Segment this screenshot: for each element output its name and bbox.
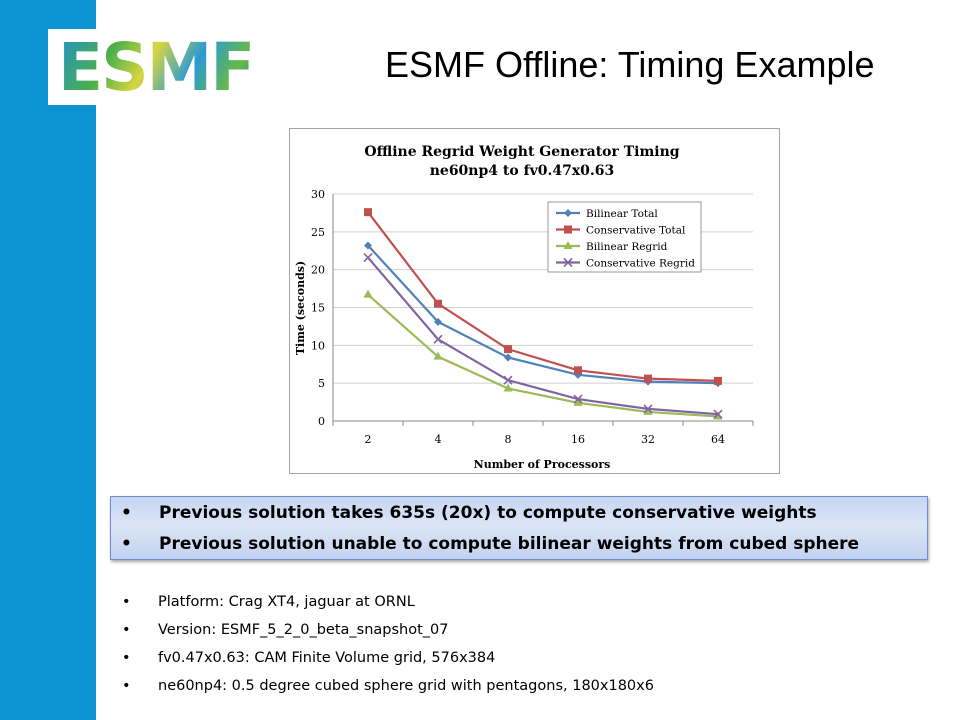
data-point xyxy=(364,241,372,250)
series-line xyxy=(367,293,719,418)
data-point xyxy=(573,397,583,406)
callout-item-text: Previous solution unable to compute bili… xyxy=(159,534,860,554)
logo-wordmark: ESMF xyxy=(58,29,255,106)
y-tick-label: 20 xyxy=(311,264,325,277)
data-point xyxy=(574,366,582,375)
list-item: • Platform: Crag XT4, jaguar at ORNL xyxy=(110,592,910,620)
data-point xyxy=(434,317,442,326)
list-item: • Version: ESMF_5_2_0_beta_snapshot_07 xyxy=(110,620,910,648)
data-point xyxy=(573,394,583,404)
x-tick-label: 64 xyxy=(711,433,725,446)
data-point xyxy=(643,404,653,414)
list-item-text: Version: ESMF_5_2_0_beta_snapshot_07 xyxy=(158,622,449,638)
data-point xyxy=(503,375,513,385)
data-point xyxy=(563,241,573,249)
data-point xyxy=(363,289,373,298)
data-point xyxy=(434,299,442,308)
x-axis-label: Number of Processors xyxy=(474,458,611,471)
legend-label: Conservative Regrid xyxy=(586,258,695,270)
data-point xyxy=(363,252,373,263)
data-point xyxy=(504,353,512,362)
x-tick-labels: 2 4 8 16 32 64 xyxy=(332,421,754,446)
bullet-glyph: • xyxy=(121,503,132,523)
chart-title: Offline Regrid Weight Generator Timing xyxy=(364,144,679,160)
esmf-logo: ESMF xyxy=(48,29,328,106)
data-point xyxy=(503,383,513,392)
y-tick-labels: 0 5 10 15 20 25 30 xyxy=(311,188,325,428)
bullet-glyph: • xyxy=(122,594,131,610)
series-line xyxy=(367,244,719,385)
bullet-glyph: • xyxy=(121,534,132,554)
list-item-text: fv0.47x0.63: CAM Finite Volume grid, 576… xyxy=(158,650,496,666)
slide-title: ESMF Offline: Timing Example xyxy=(385,44,875,85)
series-lines xyxy=(363,208,723,420)
list-item: • fv0.47x0.63: CAM Finite Volume grid, 5… xyxy=(110,648,910,676)
y-tick-label: 25 xyxy=(311,226,325,239)
list-item-text: Platform: Crag XT4, jaguar at ORNL xyxy=(158,594,415,610)
y-tick-label: 30 xyxy=(311,188,325,201)
list-item: • ne60np4: 0.5 degree cubed sphere grid … xyxy=(110,676,910,704)
data-point xyxy=(564,209,572,217)
timing-chart: Offline Regrid Weight Generator Timing n… xyxy=(289,128,780,474)
chart-frame xyxy=(289,128,780,474)
data-point xyxy=(504,345,512,354)
data-point xyxy=(644,374,652,383)
details-list: • Platform: Crag XT4, jaguar at ORNL • V… xyxy=(110,592,910,704)
series-line xyxy=(367,211,719,382)
x-tick-label: 16 xyxy=(571,433,585,446)
x-tick-label: 8 xyxy=(505,433,512,446)
data-point xyxy=(713,409,723,419)
y-tick-label: 10 xyxy=(311,339,325,352)
side-accent-bar xyxy=(0,0,96,720)
data-point xyxy=(643,406,653,415)
data-point xyxy=(564,225,572,234)
series-bilinear-regrid xyxy=(363,289,723,420)
data-point xyxy=(563,257,573,268)
data-point xyxy=(714,376,722,385)
x-tick-label: 32 xyxy=(641,433,655,446)
legend-label: Bilinear Total xyxy=(586,208,658,220)
data-point xyxy=(364,208,372,217)
series-bilinear-total xyxy=(364,241,722,388)
y-tick-label: 15 xyxy=(311,302,325,315)
grid-lines xyxy=(332,193,753,422)
y-tick-label: 0 xyxy=(318,415,325,428)
chart-legend: Bilinear Total Conservative Total Bilinear… xyxy=(547,201,702,273)
key-findings-callout: • Previous solution takes 635s (20x) to … xyxy=(110,496,928,560)
series-conservative-total xyxy=(364,208,722,385)
legend-label: Conservative Total xyxy=(586,225,686,237)
data-point xyxy=(433,351,443,360)
y-axis-label: Time (seconds) xyxy=(294,261,307,355)
bullet-glyph: • xyxy=(122,622,131,638)
x-tick-label: 2 xyxy=(365,433,372,446)
list-item-text: ne60np4: 0.5 degree cubed sphere grid wi… xyxy=(158,678,654,694)
series-line xyxy=(367,256,719,416)
callout-item-text: Previous solution takes 635s (20x) to co… xyxy=(159,503,817,523)
data-point xyxy=(433,334,443,344)
bullet-glyph: • xyxy=(122,650,131,666)
data-point xyxy=(574,370,582,379)
legend-label: Bilinear Regrid xyxy=(586,241,668,253)
y-tick-label: 5 xyxy=(318,377,325,390)
x-tick-label: 4 xyxy=(435,433,442,446)
series-conservative-regrid xyxy=(363,252,723,419)
bullet-glyph: • xyxy=(122,678,131,694)
timing-chart-svg: Offline Regrid Weight Generator Timing n… xyxy=(289,128,780,474)
chart-subtitle: ne60np4 to fv0.47x0.63 xyxy=(430,163,615,179)
